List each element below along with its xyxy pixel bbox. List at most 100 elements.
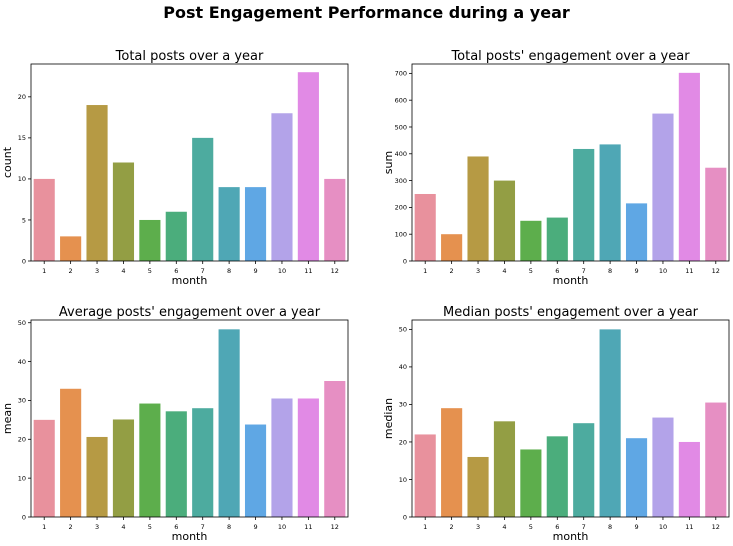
bar-month-5 — [520, 449, 542, 517]
bar-month-8 — [218, 187, 240, 261]
bar-month-11 — [678, 441, 700, 517]
y-tick-label: 100 — [395, 230, 407, 238]
x-tick-label: 4 — [121, 523, 125, 531]
x-tick-label: 12 — [712, 523, 720, 531]
chart-2: 1 2 3 4 5 6 7 8 9 10 11 120100200300400500600700Tot… — [382, 49, 730, 287]
bar-month-3 — [467, 156, 489, 261]
x-tick-label: 5 — [148, 267, 152, 275]
x-tick-label: 10 — [659, 523, 667, 531]
bar-month-7 — [192, 137, 214, 261]
bar-month-8 — [218, 329, 240, 517]
x-tick-label: 9 — [634, 267, 638, 275]
bar-month-7 — [573, 423, 595, 517]
x-tick-label: 2 — [69, 523, 73, 531]
plot-frame — [30, 319, 349, 518]
bar-month-2 — [60, 236, 82, 261]
y-tick-label: 15 — [18, 134, 26, 142]
bar-month-3 — [467, 456, 489, 517]
x-axis-label: month — [553, 274, 589, 287]
x-tick-label: 10 — [278, 267, 286, 275]
y-tick-label: 10 — [399, 476, 407, 484]
x-tick-label: 1 — [42, 523, 46, 531]
y-tick-label: 5 — [22, 216, 26, 224]
bar-month-6 — [546, 217, 568, 261]
bar-month-2 — [441, 234, 463, 261]
x-tick-label: 7 — [201, 267, 205, 275]
chart-title: Average posts' engagement over a year — [59, 305, 321, 320]
x-tick-label: 3 — [95, 523, 99, 531]
x-tick-label: 3 — [95, 267, 99, 275]
bar-month-2 — [441, 408, 463, 517]
x-tick-label: 7 — [201, 523, 205, 531]
bar-month-9 — [625, 203, 648, 261]
x-tick-label: 2 — [69, 267, 73, 275]
bar-month-12 — [705, 402, 727, 517]
x-tick-label: 12 — [331, 267, 339, 275]
bar-month-1 — [33, 419, 55, 517]
plot-frame — [411, 319, 730, 518]
y-tick-label: 20 — [18, 436, 26, 444]
x-tick-label: 11 — [685, 523, 693, 531]
bar-month-8 — [599, 329, 621, 517]
x-tick-label: 8 — [608, 267, 612, 275]
bar-month-6 — [165, 411, 187, 517]
bar-month-10 — [271, 113, 293, 261]
x-tick-label: 6 — [174, 267, 178, 275]
x-tick-label: 7 — [582, 267, 586, 275]
bar-month-2 — [60, 388, 82, 517]
bar-month-11 — [297, 398, 319, 517]
x-axis-label: month — [172, 274, 208, 287]
bar-month-4 — [493, 421, 516, 517]
bar-month-11 — [297, 72, 319, 261]
y-tick-label: 50 — [399, 326, 407, 334]
plot-frame — [30, 63, 349, 262]
bar-month-12 — [324, 178, 346, 261]
bar-month-1 — [33, 178, 55, 261]
y-tick-label: 400 — [395, 150, 407, 158]
bar-month-9 — [244, 187, 267, 261]
y-axis-label: median — [382, 398, 395, 439]
bar-month-10 — [652, 113, 674, 261]
x-tick-label: 5 — [529, 267, 533, 275]
chart-title: Total posts over a year — [115, 49, 264, 64]
bar-month-6 — [546, 436, 568, 517]
bar-month-7 — [192, 408, 214, 517]
x-tick-label: 5 — [529, 523, 533, 531]
bar-month-11 — [678, 72, 700, 261]
x-tick-label: 3 — [476, 523, 480, 531]
y-tick-label: 300 — [395, 177, 407, 185]
x-tick-label: 6 — [174, 523, 178, 531]
chart-title: Total posts' engagement over a year — [450, 49, 690, 64]
x-axis-label: month — [553, 530, 589, 543]
x-tick-label: 1 — [423, 267, 427, 275]
y-tick-label: 40 — [399, 363, 407, 371]
x-tick-label: 10 — [659, 267, 667, 275]
bar-month-12 — [705, 167, 727, 261]
y-tick-label: 10 — [18, 474, 26, 482]
x-tick-label: 4 — [121, 267, 125, 275]
y-tick-label: 20 — [399, 438, 407, 446]
x-tick-label: 8 — [227, 267, 231, 275]
y-tick-label: 600 — [395, 96, 407, 104]
y-tick-label: 30 — [18, 397, 26, 405]
y-axis-label: count — [1, 146, 14, 178]
y-axis-label: mean — [1, 403, 14, 434]
bar-month-3 — [86, 436, 108, 517]
bar-month-10 — [652, 417, 674, 517]
x-tick-label: 12 — [712, 267, 720, 275]
x-tick-label: 2 — [450, 523, 454, 531]
x-tick-label: 11 — [304, 267, 312, 275]
x-tick-label: 9 — [253, 523, 257, 531]
bar-month-1 — [414, 193, 436, 261]
x-tick-label: 9 — [253, 267, 257, 275]
bar-month-9 — [625, 438, 648, 517]
y-tick-label: 500 — [395, 123, 407, 131]
bar-month-5 — [139, 403, 161, 517]
bar-month-5 — [139, 219, 161, 261]
y-tick-label: 200 — [395, 204, 407, 212]
x-tick-label: 6 — [555, 523, 559, 531]
